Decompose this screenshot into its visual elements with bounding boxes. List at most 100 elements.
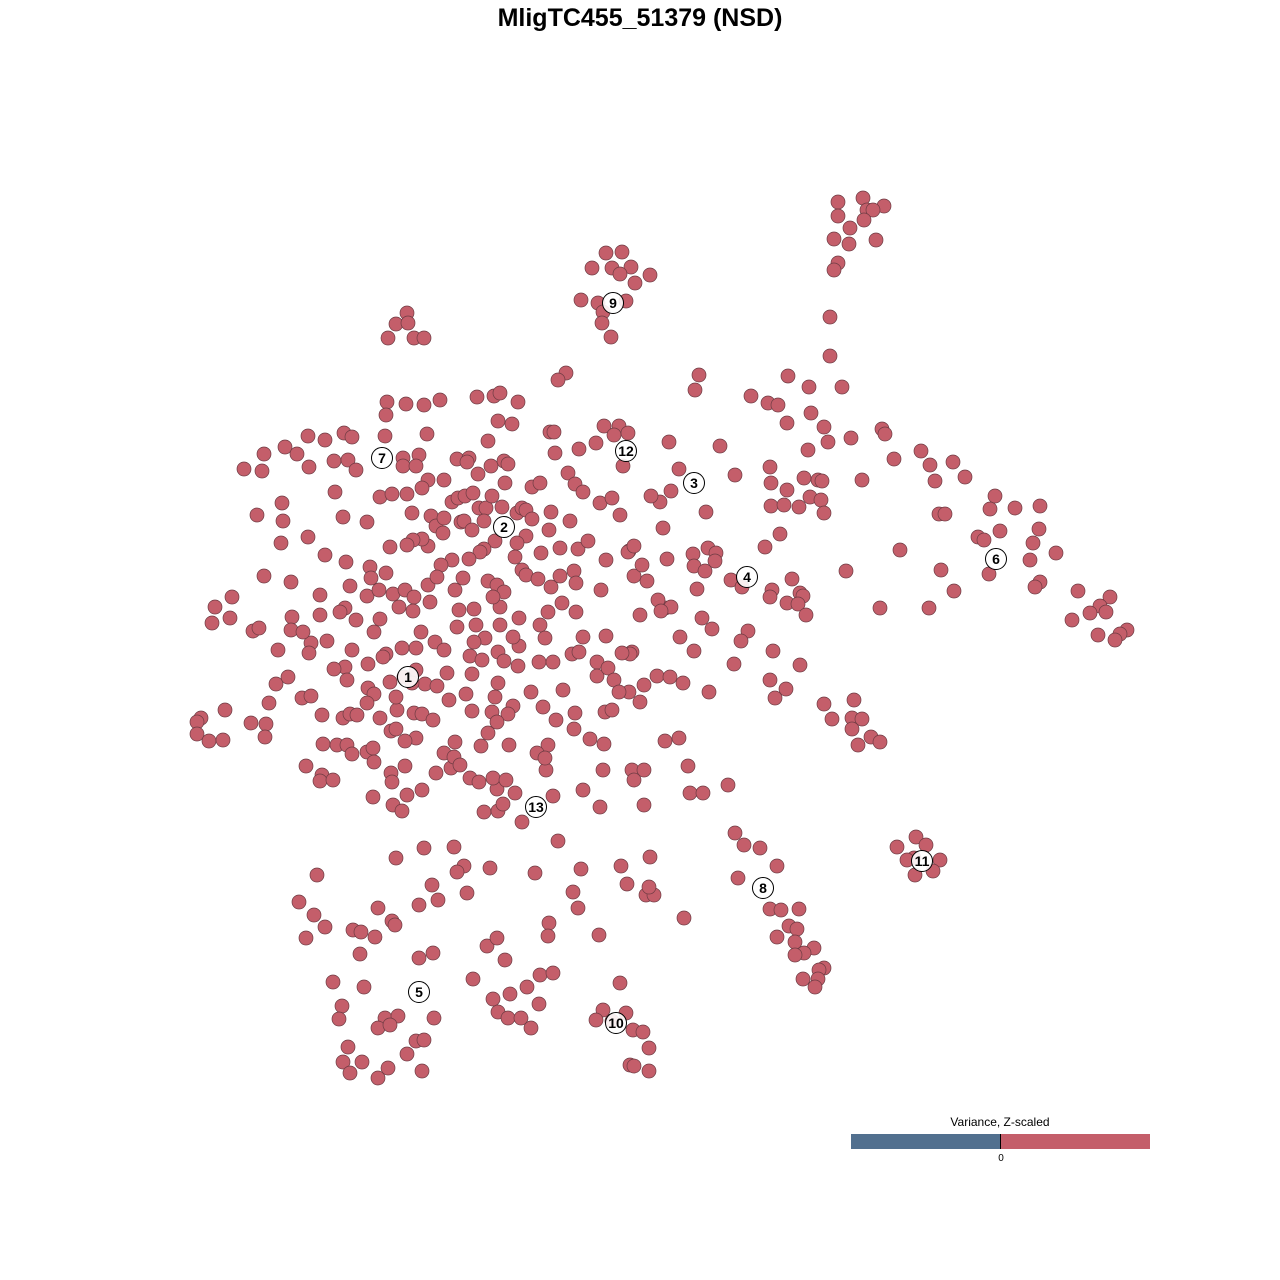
data-point: [765, 643, 781, 659]
data-point: [824, 711, 840, 727]
data-point: [359, 514, 375, 530]
data-point: [283, 574, 299, 590]
data-point: [1048, 545, 1064, 561]
cluster-label-badge: [736, 566, 758, 588]
data-point: [424, 877, 440, 893]
data-point: [417, 676, 433, 692]
data-point: [382, 674, 398, 690]
data-point: [796, 470, 812, 486]
data-point: [411, 950, 427, 966]
data-point: [623, 259, 639, 275]
data-point: [801, 379, 817, 395]
data-point: [256, 568, 272, 584]
data-point: [459, 885, 475, 901]
data-point: [743, 388, 759, 404]
cluster-label-text: 8: [759, 880, 767, 896]
data-point: [487, 689, 503, 705]
data-point: [449, 864, 465, 880]
data-point: [510, 394, 526, 410]
data-point: [257, 729, 273, 745]
data-point: [1007, 500, 1023, 516]
data-point: [375, 649, 391, 665]
data-point: [464, 703, 480, 719]
chart-title: MligTC455_51379 (NSD): [497, 4, 783, 32]
data-point: [567, 705, 583, 721]
data-point: [326, 453, 342, 469]
cluster-label-text: 2: [500, 519, 508, 535]
data-point: [595, 762, 611, 778]
data-point: [532, 617, 548, 633]
cluster-label-2: 2: [493, 516, 515, 538]
data-point: [537, 630, 553, 646]
data-point: [592, 799, 608, 815]
data-point: [627, 275, 643, 291]
data-point: [498, 772, 514, 788]
data-point: [548, 712, 564, 728]
data-point: [1098, 604, 1114, 620]
cluster-label-11: 11: [911, 850, 933, 872]
data-point: [595, 1002, 611, 1018]
data-point: [492, 617, 508, 633]
data-point: [436, 642, 452, 658]
data-point: [353, 924, 369, 940]
data-point: [582, 731, 598, 747]
data-point: [913, 443, 929, 459]
data-point: [908, 829, 924, 845]
data-point: [634, 557, 650, 573]
data-point: [251, 620, 267, 636]
data-point: [312, 773, 328, 789]
data-point: [701, 684, 717, 700]
data-point: [379, 394, 395, 410]
data-point: [342, 578, 358, 594]
data-point: [868, 232, 884, 248]
data-point: [641, 1040, 657, 1056]
data-point: [446, 839, 462, 855]
data-point: [523, 1020, 539, 1036]
data-point: [414, 782, 430, 798]
data-point: [530, 571, 546, 587]
data-point: [843, 430, 859, 446]
cluster-label-text: 13: [528, 799, 544, 815]
data-point: [596, 418, 612, 434]
data-point: [792, 657, 808, 673]
data-point: [604, 490, 620, 506]
data-point: [300, 428, 316, 444]
data-point: [507, 785, 523, 801]
data-point: [921, 600, 937, 616]
data-point: [476, 513, 492, 529]
data-point: [378, 565, 394, 581]
cluster-label-text: 4: [743, 569, 751, 585]
cluster-label-5: 5: [408, 981, 430, 1003]
legend-zero-line: [1000, 1134, 1001, 1149]
data-point: [820, 434, 836, 450]
data-point: [372, 710, 388, 726]
data-point: [474, 652, 490, 668]
data-point: [1031, 521, 1047, 537]
data-point: [612, 266, 628, 282]
data-point: [404, 505, 420, 521]
data-point: [289, 446, 305, 462]
data-point: [540, 928, 556, 944]
data-point: [918, 837, 934, 853]
data-point: [707, 553, 723, 569]
data-point: [872, 734, 888, 750]
data-point: [303, 688, 319, 704]
data-point: [594, 315, 610, 331]
data-point: [436, 472, 452, 488]
data-point: [769, 858, 785, 874]
data-point: [600, 660, 616, 676]
data-point: [791, 901, 807, 917]
data-point: [541, 915, 557, 931]
data-point: [254, 463, 270, 479]
cluster-label-7: 7: [371, 447, 393, 469]
cluster-label-4: 4: [736, 566, 758, 588]
data-point: [626, 568, 642, 584]
data-point: [789, 921, 805, 937]
data-point: [280, 669, 296, 685]
data-point: [779, 482, 795, 498]
data-point: [388, 689, 404, 705]
data-point: [573, 292, 589, 308]
data-point: [552, 568, 568, 584]
data-point: [416, 1032, 432, 1048]
data-point: [317, 547, 333, 563]
